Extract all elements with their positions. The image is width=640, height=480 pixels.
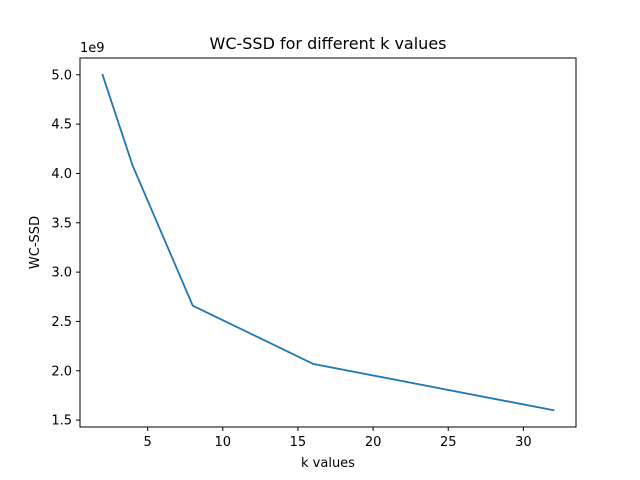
plot-frame [79,57,577,428]
y-tick-label: 2.5 [51,315,72,330]
y-axis-label: WC-SSD [28,216,43,269]
x-tick-label: 20 [365,435,382,450]
x-axis-ticks: 5 10 15 20 25 30 [143,427,532,450]
x-tick-label: 25 [440,435,457,450]
y-tick-label: 4.5 [51,118,72,133]
series-layer [101,73,555,412]
y-tick-label: 2.0 [51,364,72,379]
x-axis-label: k values [301,456,355,471]
x-tick-label: 10 [215,435,232,450]
y-axis-offset-label: 1e9 [80,41,105,56]
y-axis-ticks: 1.5 2.0 2.5 3.0 3.5 4.0 4.5 5.0 [51,68,80,429]
y-tick-label: 3.0 [51,266,72,281]
y-tick-label: 4.0 [51,167,72,182]
y-tick-label: 1.5 [51,414,72,429]
chart-title: WC-SSD for different k values [210,34,447,53]
y-tick-label: 5.0 [51,68,72,83]
x-tick-label: 30 [515,435,532,450]
y-tick-label: 3.5 [51,216,72,231]
x-tick-label: 5 [143,435,151,450]
x-tick-label: 15 [290,435,307,450]
